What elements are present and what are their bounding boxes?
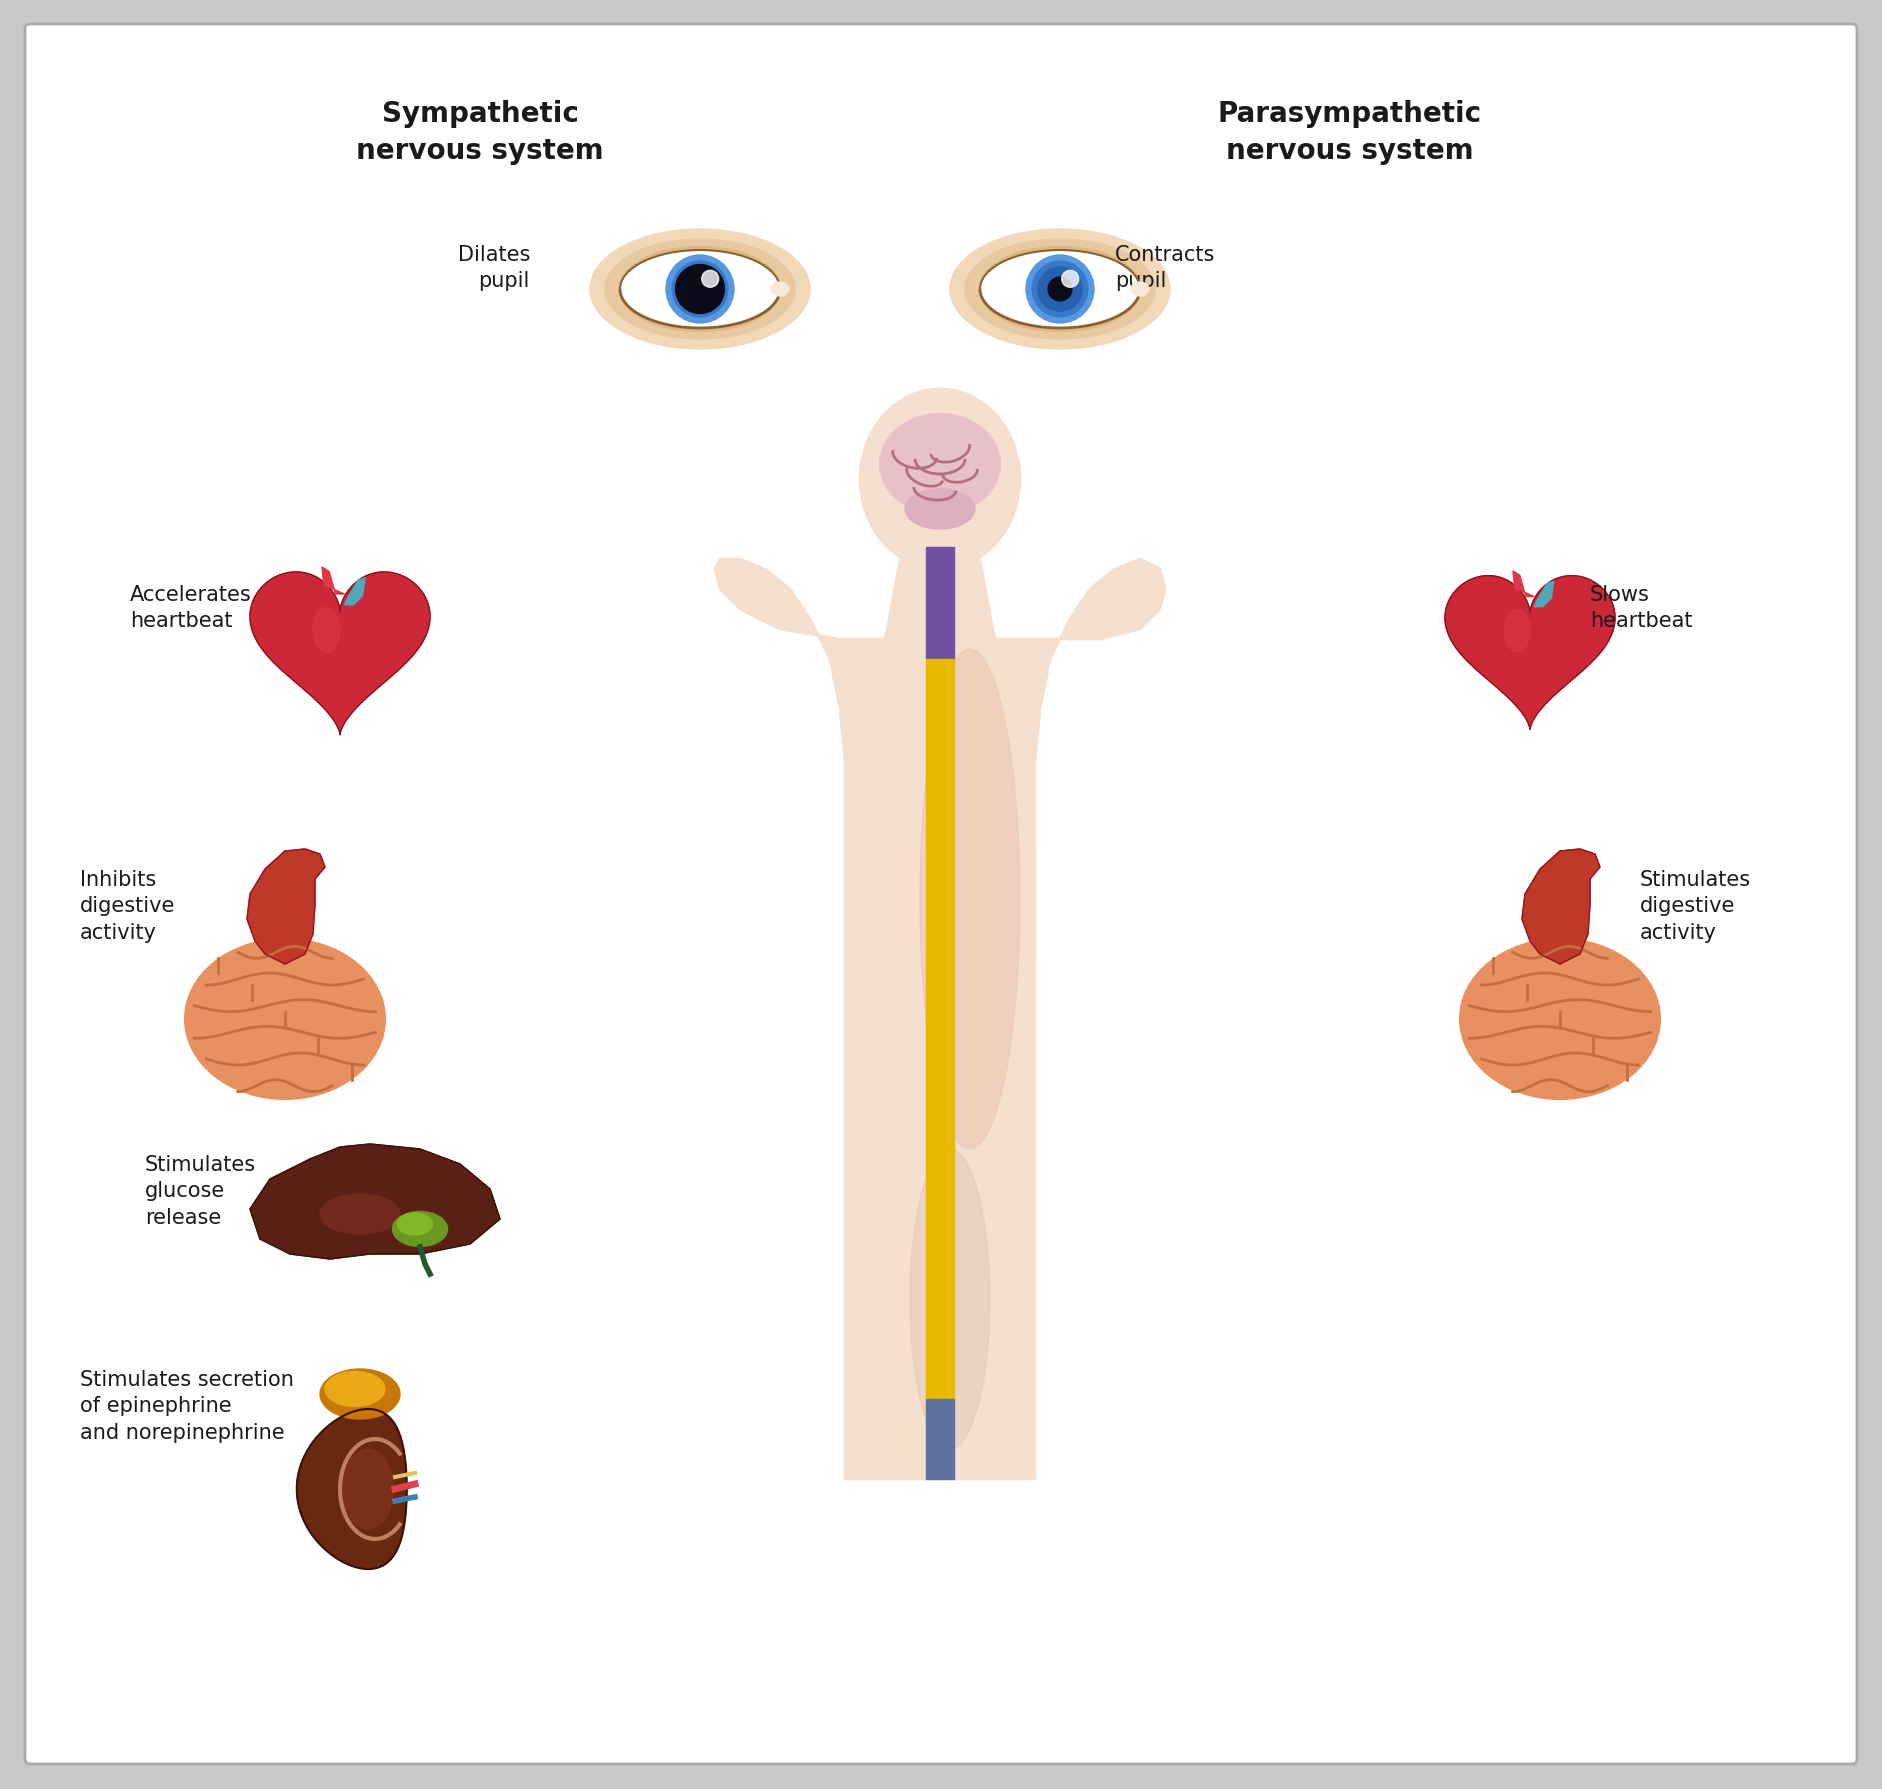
Polygon shape	[1523, 850, 1600, 964]
Ellipse shape	[312, 608, 341, 653]
Polygon shape	[1513, 572, 1534, 598]
Polygon shape	[715, 560, 1165, 1480]
Text: Accelerates
heartbeat: Accelerates heartbeat	[130, 585, 252, 632]
Text: Slows
heartbeat: Slows heartbeat	[1590, 585, 1692, 632]
Text: Sympathetic
nervous system: Sympathetic nervous system	[356, 100, 604, 165]
Polygon shape	[322, 567, 344, 594]
Ellipse shape	[619, 250, 779, 329]
Polygon shape	[247, 850, 326, 964]
Text: Stimulates
glucose
release: Stimulates glucose release	[145, 1154, 256, 1227]
Polygon shape	[926, 1399, 954, 1480]
Ellipse shape	[979, 247, 1140, 333]
Ellipse shape	[1131, 283, 1150, 297]
Polygon shape	[885, 560, 996, 640]
Ellipse shape	[589, 229, 809, 351]
Polygon shape	[926, 660, 954, 1399]
Polygon shape	[1445, 576, 1615, 730]
Text: Stimulates
digestive
activity: Stimulates digestive activity	[1639, 869, 1750, 943]
Ellipse shape	[994, 254, 1127, 326]
Text: Inhibits
digestive
activity: Inhibits digestive activity	[81, 869, 175, 943]
Polygon shape	[297, 1410, 407, 1569]
Ellipse shape	[1504, 610, 1530, 653]
Circle shape	[666, 256, 734, 324]
Text: Contracts
pupil: Contracts pupil	[1114, 245, 1216, 292]
Polygon shape	[250, 1145, 501, 1259]
Ellipse shape	[920, 649, 1020, 1149]
Ellipse shape	[965, 240, 1156, 340]
Ellipse shape	[911, 1149, 990, 1449]
Ellipse shape	[320, 1369, 401, 1419]
Circle shape	[676, 265, 725, 315]
Ellipse shape	[881, 415, 999, 515]
Ellipse shape	[619, 247, 781, 333]
Polygon shape	[250, 572, 429, 735]
FancyBboxPatch shape	[24, 25, 1858, 1764]
Circle shape	[1037, 268, 1082, 311]
Ellipse shape	[860, 390, 1020, 569]
Text: Dilates
pupil: Dilates pupil	[457, 245, 531, 292]
Ellipse shape	[981, 250, 1140, 329]
Ellipse shape	[393, 1211, 448, 1247]
Ellipse shape	[343, 1449, 393, 1530]
Ellipse shape	[320, 1195, 401, 1234]
Text: Parasympathetic
nervous system: Parasympathetic nervous system	[1218, 100, 1481, 165]
Circle shape	[702, 272, 719, 288]
Circle shape	[1061, 272, 1078, 288]
Circle shape	[1026, 256, 1093, 324]
Polygon shape	[1534, 581, 1555, 606]
Ellipse shape	[397, 1213, 433, 1236]
Ellipse shape	[326, 1372, 386, 1406]
Circle shape	[672, 261, 728, 318]
Circle shape	[1031, 261, 1088, 318]
Ellipse shape	[905, 490, 975, 530]
Ellipse shape	[604, 240, 794, 340]
Text: Stimulates secretion
of epinephrine
and norepinephrine: Stimulates secretion of epinephrine and …	[81, 1369, 294, 1442]
Ellipse shape	[1460, 939, 1660, 1100]
Circle shape	[1048, 277, 1073, 302]
Ellipse shape	[950, 229, 1171, 351]
Circle shape	[678, 268, 723, 311]
Ellipse shape	[184, 939, 386, 1100]
Polygon shape	[926, 547, 954, 660]
Ellipse shape	[772, 283, 789, 297]
Polygon shape	[344, 578, 365, 605]
Ellipse shape	[634, 254, 766, 326]
